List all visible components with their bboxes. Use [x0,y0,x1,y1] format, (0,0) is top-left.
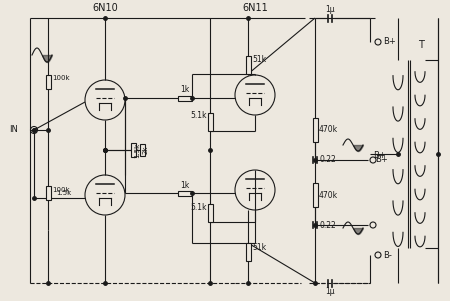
Bar [312,183,318,207]
Text: B+: B+ [383,38,396,46]
Text: 5.1k: 5.1k [190,203,207,212]
Text: 1.5k: 1.5k [56,190,71,196]
Text: 6N10: 6N10 [92,3,118,13]
Bar [207,204,212,222]
Bar [246,56,251,74]
Text: 1k: 1k [180,181,189,190]
Bar [178,95,192,101]
Text: 2k: 2k [143,146,149,154]
Text: 1k: 1k [180,85,189,95]
Text: 1μ: 1μ [325,287,335,296]
Text: 470k: 470k [319,191,338,200]
Text: 100k: 100k [52,187,70,193]
Text: 100k: 100k [52,75,70,81]
Text: B+: B+ [375,154,388,163]
Text: 51k: 51k [252,55,266,64]
Bar [207,113,212,131]
Bar [45,186,50,200]
Text: 1μ: 1μ [325,5,335,14]
Bar [45,75,50,89]
Text: 5.1k: 5.1k [190,110,207,119]
Text: 1.5k: 1.5k [134,142,140,158]
Text: 0.22: 0.22 [320,221,337,229]
Text: 0.22: 0.22 [320,156,337,165]
Text: 6N11: 6N11 [242,3,268,13]
Bar [178,191,192,196]
Text: IN: IN [9,126,18,135]
Text: B+: B+ [373,151,386,160]
Text: 470k: 470k [319,126,338,135]
Bar [312,118,318,142]
Bar [140,144,144,156]
Text: T: T [418,40,424,50]
Bar [130,143,135,157]
Bar [246,243,251,261]
Text: B-: B- [383,250,392,259]
Text: 51k: 51k [252,244,266,253]
